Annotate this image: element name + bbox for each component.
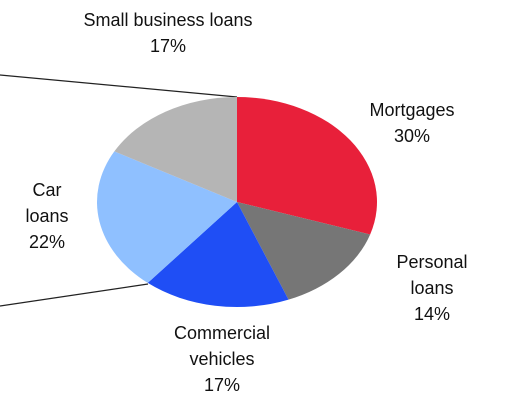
slice-label: Personal loans 14% (377, 249, 487, 327)
category-label: Mortgages (369, 100, 455, 120)
value-label: 30% (393, 126, 431, 146)
callout-line (0, 283, 149, 307)
category-label: Commercial vehicles (173, 323, 270, 369)
value-label: 17% (149, 36, 187, 56)
pie-slice (237, 202, 371, 300)
category-label: Personal loans (396, 252, 468, 298)
value-label: 22% (28, 232, 66, 252)
callout-line (0, 74, 238, 98)
slice-label: Mortgages 30% (347, 97, 477, 149)
pie-slice (114, 97, 237, 202)
category-label: Small business loans (83, 10, 253, 30)
category-label: Car loans (25, 180, 69, 226)
pie-slice (237, 97, 377, 235)
value-label: 14% (413, 304, 451, 324)
pie-slice (147, 202, 289, 307)
pie-slice (96, 151, 238, 283)
slice-label: Car loans 22% (12, 177, 82, 255)
slice-label: Small business loans 17% (83, 7, 253, 59)
slice-label: Commercial vehicles 17% (147, 320, 297, 398)
value-label: 17% (203, 375, 241, 395)
